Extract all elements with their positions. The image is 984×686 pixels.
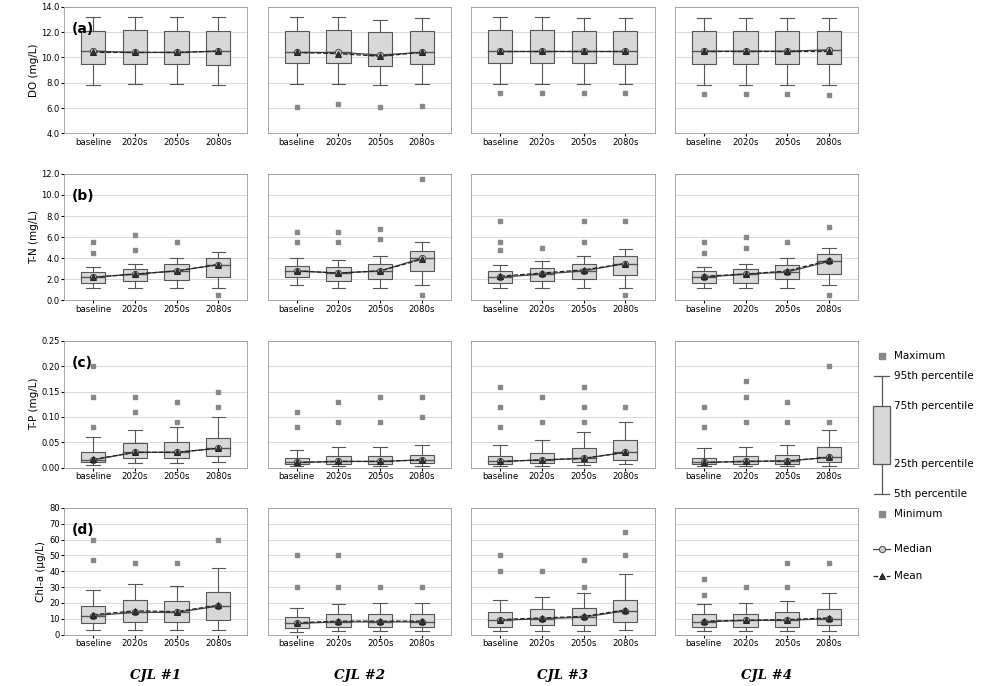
- Bar: [409, 31, 434, 64]
- Bar: [81, 31, 105, 64]
- Bar: [207, 438, 230, 456]
- Bar: [207, 592, 230, 620]
- Bar: [327, 614, 350, 626]
- Bar: [123, 443, 147, 458]
- Text: 75th percentile: 75th percentile: [894, 401, 974, 410]
- Text: Minimum: Minimum: [894, 509, 943, 519]
- Bar: [368, 456, 393, 464]
- Text: Maximum: Maximum: [894, 351, 946, 361]
- Bar: [164, 31, 189, 64]
- Bar: [164, 602, 189, 622]
- Bar: [81, 272, 105, 283]
- Bar: [775, 613, 799, 626]
- Bar: [817, 31, 841, 64]
- Bar: [613, 600, 638, 622]
- Text: Median: Median: [894, 545, 932, 554]
- Bar: [613, 31, 638, 64]
- Bar: [327, 29, 350, 62]
- Bar: [488, 29, 513, 62]
- Bar: [572, 448, 595, 462]
- Bar: [572, 31, 595, 62]
- Text: Mean: Mean: [894, 571, 923, 581]
- Text: (a): (a): [71, 22, 93, 36]
- Bar: [81, 452, 105, 462]
- Bar: [775, 265, 799, 279]
- Bar: [692, 31, 716, 64]
- Text: 25th percentile: 25th percentile: [894, 459, 974, 469]
- Bar: [207, 31, 230, 65]
- Bar: [733, 269, 758, 283]
- Bar: [368, 614, 393, 626]
- Y-axis label: Chl-a (μg/L): Chl-a (μg/L): [36, 541, 46, 602]
- Text: CJL #3: CJL #3: [537, 669, 588, 682]
- Bar: [409, 614, 434, 626]
- Bar: [488, 271, 513, 283]
- Bar: [529, 268, 554, 281]
- Bar: [488, 456, 513, 464]
- Bar: [692, 271, 716, 283]
- Bar: [529, 609, 554, 625]
- Bar: [613, 256, 638, 275]
- Bar: [775, 31, 799, 64]
- Bar: [817, 254, 841, 274]
- Bar: [409, 251, 434, 271]
- Bar: [368, 263, 393, 279]
- Bar: [733, 614, 758, 626]
- Bar: [733, 456, 758, 464]
- Bar: [873, 405, 891, 464]
- Text: 5th percentile: 5th percentile: [894, 488, 967, 499]
- Text: CJL #1: CJL #1: [130, 669, 181, 682]
- Bar: [207, 258, 230, 277]
- Bar: [123, 269, 147, 281]
- Text: CJL #4: CJL #4: [741, 669, 792, 682]
- Bar: [164, 263, 189, 281]
- Bar: [817, 447, 841, 462]
- Bar: [284, 617, 309, 628]
- Bar: [164, 442, 189, 458]
- Bar: [775, 455, 799, 464]
- Bar: [692, 458, 716, 464]
- Bar: [81, 606, 105, 624]
- Text: (c): (c): [71, 356, 92, 370]
- Bar: [529, 29, 554, 62]
- Bar: [692, 614, 716, 626]
- Bar: [327, 456, 350, 464]
- Bar: [733, 31, 758, 64]
- Bar: [409, 455, 434, 464]
- Bar: [123, 600, 147, 622]
- Bar: [817, 609, 841, 625]
- Bar: [327, 267, 350, 281]
- Y-axis label: T-N (mg/L): T-N (mg/L): [29, 210, 38, 264]
- Y-axis label: T-P (mg/L): T-P (mg/L): [29, 378, 38, 431]
- Bar: [529, 453, 554, 464]
- Bar: [613, 440, 638, 460]
- Bar: [572, 608, 595, 625]
- Bar: [488, 613, 513, 626]
- Bar: [284, 265, 309, 277]
- Text: (d): (d): [71, 523, 93, 537]
- Bar: [284, 458, 309, 464]
- Y-axis label: DO (mg/L): DO (mg/L): [29, 43, 38, 97]
- Bar: [284, 31, 309, 62]
- Bar: [572, 263, 595, 279]
- Bar: [123, 29, 147, 64]
- Text: 95th percentile: 95th percentile: [894, 371, 974, 381]
- Bar: [368, 32, 393, 67]
- Text: (b): (b): [71, 189, 93, 203]
- Text: CJL #2: CJL #2: [334, 669, 385, 682]
